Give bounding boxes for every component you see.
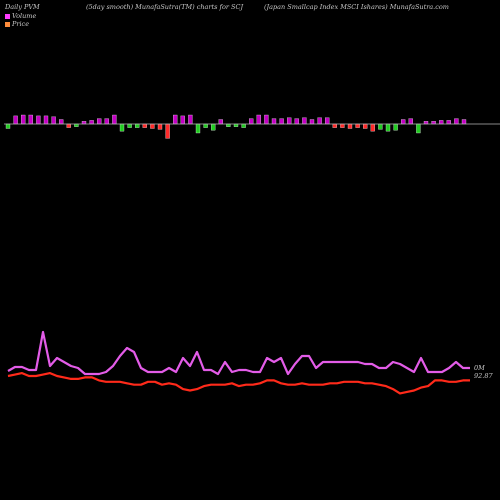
pvm-bar <box>119 123 125 132</box>
pvm-bar <box>13 115 18 125</box>
price-right-label: 92.87 <box>474 372 493 380</box>
pvm-bar <box>28 114 33 125</box>
pvm-bar <box>157 123 163 130</box>
pvm-bar <box>294 118 299 125</box>
pvm-bar <box>150 123 155 129</box>
pvm-bar <box>393 123 398 131</box>
pvm-bar <box>454 118 459 125</box>
pvm-bar <box>325 117 330 125</box>
pvm-bar <box>408 118 413 125</box>
pvm-bar <box>461 119 467 125</box>
pvm-bar <box>51 116 56 125</box>
pvm-bar <box>363 123 368 129</box>
pvm-bar <box>416 123 421 134</box>
pvm-bar <box>59 119 64 125</box>
pvm-bar <box>21 114 26 125</box>
legend-price-label: Price <box>12 20 30 28</box>
chart-source: (Japan Smallcap Index MSCI Ishares) Muna… <box>264 3 449 11</box>
pvm-bar <box>347 123 353 129</box>
pvm-bar <box>332 123 337 128</box>
pvm-bar <box>43 115 49 125</box>
legend-price-swatch <box>5 21 10 27</box>
pvm-bar <box>66 123 71 128</box>
pvm-bar <box>431 121 436 125</box>
pvm-bar <box>355 123 360 128</box>
pvm-bar <box>188 114 193 125</box>
pvm-bar <box>81 121 87 125</box>
price-line <box>7 372 470 395</box>
pvm-bar <box>423 121 429 125</box>
pvm-bar <box>104 118 109 125</box>
pvm-bar <box>36 115 41 125</box>
pvm-bar <box>249 118 254 125</box>
pvm-bar <box>97 118 102 125</box>
volume-line <box>7 330 470 376</box>
pvm-bar <box>135 123 140 128</box>
pvm-bar <box>89 120 94 125</box>
pvm-bar <box>218 119 223 125</box>
pvm-bar <box>264 114 269 125</box>
pvm-bar <box>241 123 246 128</box>
pvm-bar <box>203 123 208 128</box>
pvm-bar <box>340 123 345 128</box>
pvm-bar <box>302 117 307 125</box>
pvm-bar <box>401 119 406 125</box>
pvm-bar <box>226 123 231 127</box>
pvm-bar <box>317 117 322 125</box>
pvm-bar <box>5 123 11 129</box>
chart-label-left: Daily PVM <box>5 3 40 11</box>
pvm-bar <box>370 123 375 132</box>
pvm-bar <box>74 123 79 127</box>
legend-price: Price <box>5 20 29 28</box>
chart-title: (5day smooth) MunafaSutra(TM) charts for… <box>86 3 244 11</box>
pvm-bar <box>385 123 391 132</box>
pvm-bar <box>173 114 178 125</box>
pvm-bar <box>195 123 201 134</box>
pvm-bar <box>127 123 132 128</box>
pvm-bar <box>180 115 185 125</box>
pvm-bar <box>279 118 284 125</box>
pvm-bar <box>233 123 239 127</box>
pvm-bar <box>271 118 277 125</box>
pvm-bar <box>165 123 170 139</box>
pvm-bar <box>112 114 117 125</box>
pvm-bar <box>211 123 216 131</box>
pvm-bar <box>378 123 383 130</box>
legend-volume: Volume <box>5 12 36 20</box>
pvm-bar <box>439 120 444 125</box>
pvm-bar <box>142 123 147 128</box>
legend-volume-label: Volume <box>12 12 37 20</box>
volume-right-label: 0M <box>474 364 485 372</box>
pvm-bar <box>446 120 451 125</box>
pvm-bar <box>287 117 292 125</box>
pvm-bar <box>309 119 315 125</box>
pvm-bar <box>256 114 261 125</box>
legend-volume-swatch <box>5 13 10 19</box>
pvm-bars <box>5 114 467 139</box>
